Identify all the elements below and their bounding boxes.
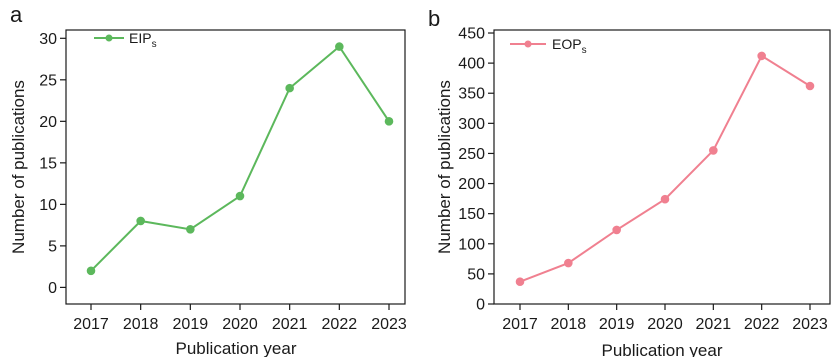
panel-b-y-tick-label: 0 bbox=[476, 297, 485, 314]
panel-a-legend: EIPs bbox=[94, 30, 157, 50]
panel-b-y-tick-label: 200 bbox=[458, 176, 485, 193]
panel-b-legend: EOPs bbox=[510, 36, 587, 56]
panel-b-y-ticks: 0 50 100 150 200 250 300 350 400 450 bbox=[458, 26, 494, 314]
panel-b-y-tick-label: 350 bbox=[458, 86, 485, 103]
panel-a-plot-frame bbox=[65, 29, 406, 305]
panel-a-point-2019 bbox=[186, 224, 195, 234]
panel-b-y-tick-label: 150 bbox=[458, 206, 485, 223]
panel-a-x-tick-label: 2021 bbox=[272, 316, 308, 333]
panel-b-point-2022 bbox=[757, 51, 766, 61]
panel-b-x-tick-label: 2018 bbox=[551, 316, 587, 333]
panel-b-letter: b bbox=[428, 6, 440, 31]
panel-b-x-tick-label: 2021 bbox=[696, 316, 732, 333]
panel-a-y-ticks: 0 5 10 15 20 25 30 bbox=[39, 31, 66, 297]
panel-a-point-2018 bbox=[136, 216, 145, 226]
panel-b-x-tick-label: 2017 bbox=[502, 316, 538, 333]
panel-b-point-2023 bbox=[805, 81, 815, 91]
panel-a-series-points bbox=[86, 42, 394, 276]
panel-b-legend-name: EOP bbox=[552, 36, 582, 52]
panel-a-y-tick-label: 15 bbox=[39, 155, 57, 172]
panel-a-legend-label: EIPs bbox=[129, 30, 157, 50]
panel-b-point-2020 bbox=[660, 194, 670, 204]
panel-b-x-ticks: 2017 2018 2019 2020 2021 2022 2023 bbox=[502, 304, 828, 333]
panel-b-x-axis-title: Publication year bbox=[602, 341, 723, 357]
panel-a-x-tick-label: 2018 bbox=[123, 316, 159, 333]
panel-a-point-2017 bbox=[86, 266, 96, 276]
panel-a-y-axis-title: Number of publications bbox=[9, 80, 28, 254]
panel-b-x-tick-label: 2019 bbox=[599, 316, 635, 333]
panel-a-y-tick-label: 20 bbox=[39, 114, 57, 131]
panel-a-x-tick-label: 2022 bbox=[322, 316, 358, 333]
panel-a-letter: a bbox=[10, 2, 23, 27]
panel-a-x-tick-label: 2017 bbox=[73, 316, 109, 333]
panel-a-point-2020 bbox=[235, 191, 245, 201]
panel-b-series-line bbox=[519, 54, 811, 283]
panel-a-y-tick-label: 25 bbox=[39, 72, 57, 89]
panel-a-point-2021 bbox=[285, 83, 294, 93]
panel-b-plot-frame bbox=[493, 29, 831, 305]
panel-a-y-tick-label: 10 bbox=[39, 197, 57, 214]
panel-a-legend-marker bbox=[105, 34, 113, 42]
panel-a-point-2023 bbox=[384, 117, 394, 126]
panel-a-y-tick-label: 0 bbox=[48, 280, 57, 297]
panel-a-x-ticks: 2017 2018 2019 2020 2021 2022 2023 bbox=[73, 304, 407, 333]
panel-a-point-2022 bbox=[335, 42, 344, 51]
panel-b-y-tick-label: 400 bbox=[458, 56, 485, 73]
panel-b-point-2021 bbox=[709, 146, 718, 155]
panel-b-y-tick-label: 450 bbox=[458, 26, 485, 43]
panel-b-legend-marker bbox=[524, 40, 532, 48]
panel-b-x-tick-label: 2022 bbox=[744, 316, 780, 333]
panel-b-y-tick-label: 250 bbox=[458, 146, 485, 163]
panel-a-y-tick-label: 5 bbox=[48, 238, 57, 255]
panel-b-series-points bbox=[515, 51, 815, 287]
panel-a-legend-subscript: s bbox=[152, 39, 157, 50]
panel-b-point-2019 bbox=[612, 225, 621, 235]
panel-a-legend-name: EIP bbox=[129, 30, 152, 46]
panel-b-x-tick-label: 2023 bbox=[792, 316, 828, 333]
panel-b-x-tick-label: 2020 bbox=[647, 316, 683, 333]
panel-b-y-axis-title: Number of publications bbox=[435, 80, 454, 254]
panel-b-y-tick-label: 100 bbox=[458, 236, 485, 253]
panel-a-x-tick-label: 2020 bbox=[222, 316, 258, 333]
panel-a-x-tick-label: 2023 bbox=[371, 316, 407, 333]
panel-b-y-tick-label: 300 bbox=[458, 116, 485, 133]
panel-a-x-tick-label: 2019 bbox=[173, 316, 209, 333]
panel-a-y-tick-label: 30 bbox=[39, 31, 57, 48]
panel-b-legend-label: EOPs bbox=[552, 36, 587, 56]
panel-a-series-line bbox=[90, 45, 390, 272]
panel-a-x-axis-title: Publication year bbox=[176, 339, 297, 357]
panel-b-legend-subscript: s bbox=[582, 45, 587, 56]
panel-b-point-2018 bbox=[564, 258, 573, 268]
panel-b-y-tick-label: 50 bbox=[467, 266, 485, 283]
panel-b-point-2017 bbox=[515, 277, 525, 287]
